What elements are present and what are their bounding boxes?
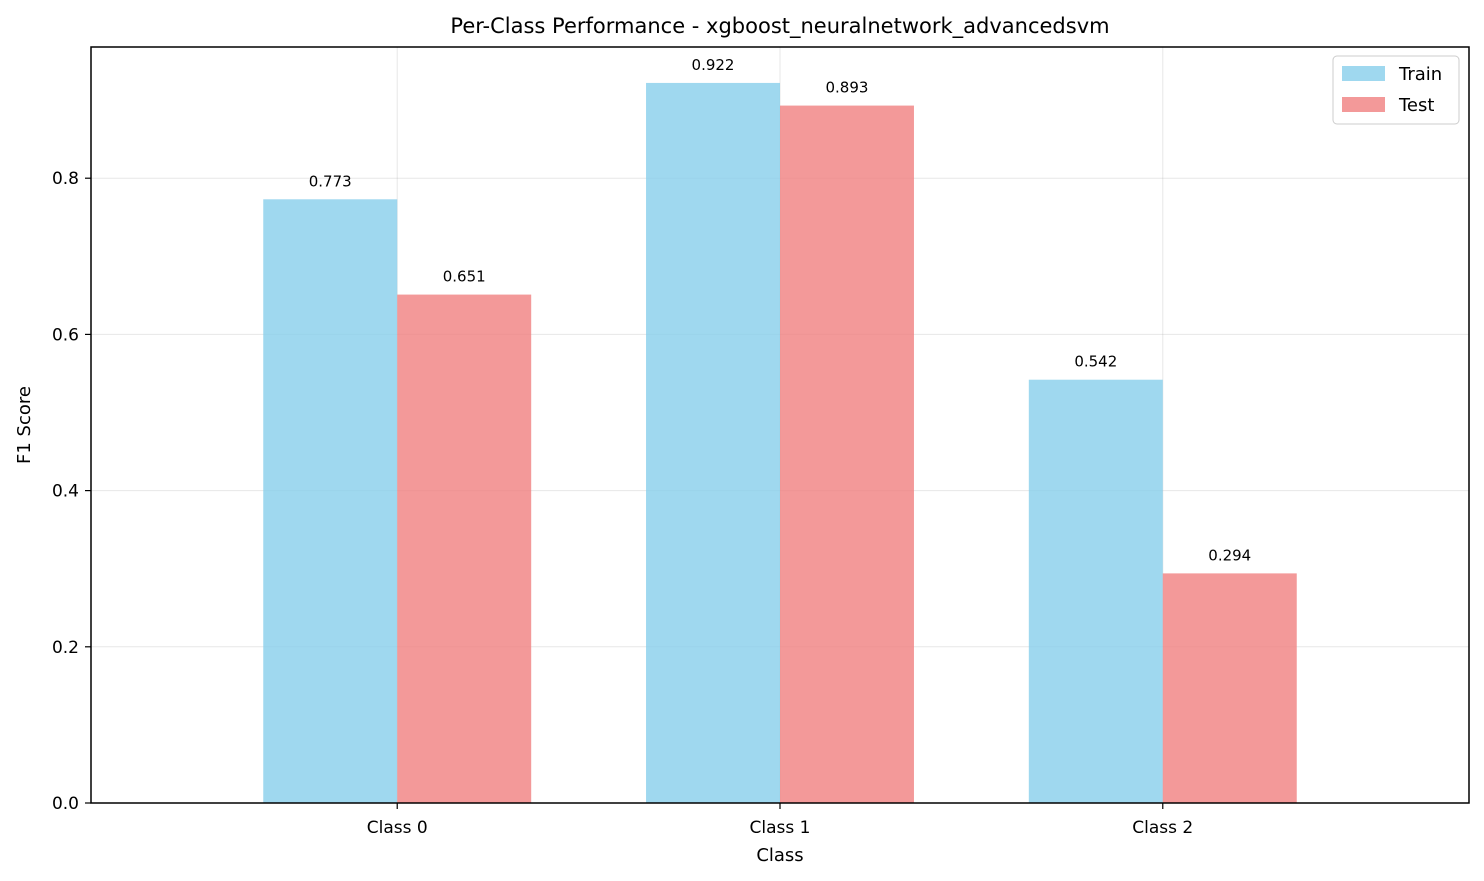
bar-train-0 — [263, 199, 398, 803]
legend-swatch-train — [1342, 66, 1385, 81]
x-tick-label-2: Class 2 — [1132, 818, 1193, 838]
data-labels-group: 0.773 0.922 0.542 0.651 0.893 0.294 — [309, 56, 1251, 564]
data-label-train-0: 0.773 — [309, 172, 352, 190]
bar-test-0 — [397, 294, 532, 803]
bar-test-1 — [780, 105, 914, 803]
y-tick-label-4: 0.8 — [52, 169, 79, 189]
x-tick-label-1: Class 1 — [750, 818, 811, 838]
bars-group — [263, 82, 1297, 804]
legend-label-train: Train — [1398, 64, 1442, 85]
legend-label-test: Test — [1398, 95, 1434, 116]
x-axis-ticks: Class 0 Class 1 Class 2 — [367, 803, 1193, 838]
y-tick-label-1: 0.2 — [52, 638, 79, 658]
y-tick-label-2: 0.4 — [52, 482, 79, 502]
bar-test-2 — [1162, 573, 1297, 803]
legend: Train Test — [1332, 55, 1460, 125]
y-tick-label-0: 0.0 — [52, 794, 79, 814]
y-axis-ticks: 0.0 0.2 0.4 0.6 0.8 — [52, 169, 91, 814]
x-tick-label-0: Class 0 — [367, 818, 428, 838]
data-label-test-0: 0.651 — [443, 268, 486, 286]
bar-train-1 — [646, 82, 780, 804]
bar-train-2 — [1028, 379, 1163, 803]
data-label-train-1: 0.922 — [692, 56, 735, 74]
y-axis-label: F1 Score — [14, 386, 35, 464]
x-axis-label: Class — [756, 845, 803, 866]
data-label-test-2: 0.294 — [1208, 546, 1251, 564]
data-label-test-1: 0.893 — [826, 79, 869, 97]
data-label-train-2: 0.542 — [1074, 353, 1117, 371]
y-tick-label-3: 0.6 — [52, 325, 79, 345]
legend-swatch-test — [1342, 97, 1385, 112]
chart-title: Per-Class Performance - xgboost_neuralne… — [450, 14, 1109, 39]
